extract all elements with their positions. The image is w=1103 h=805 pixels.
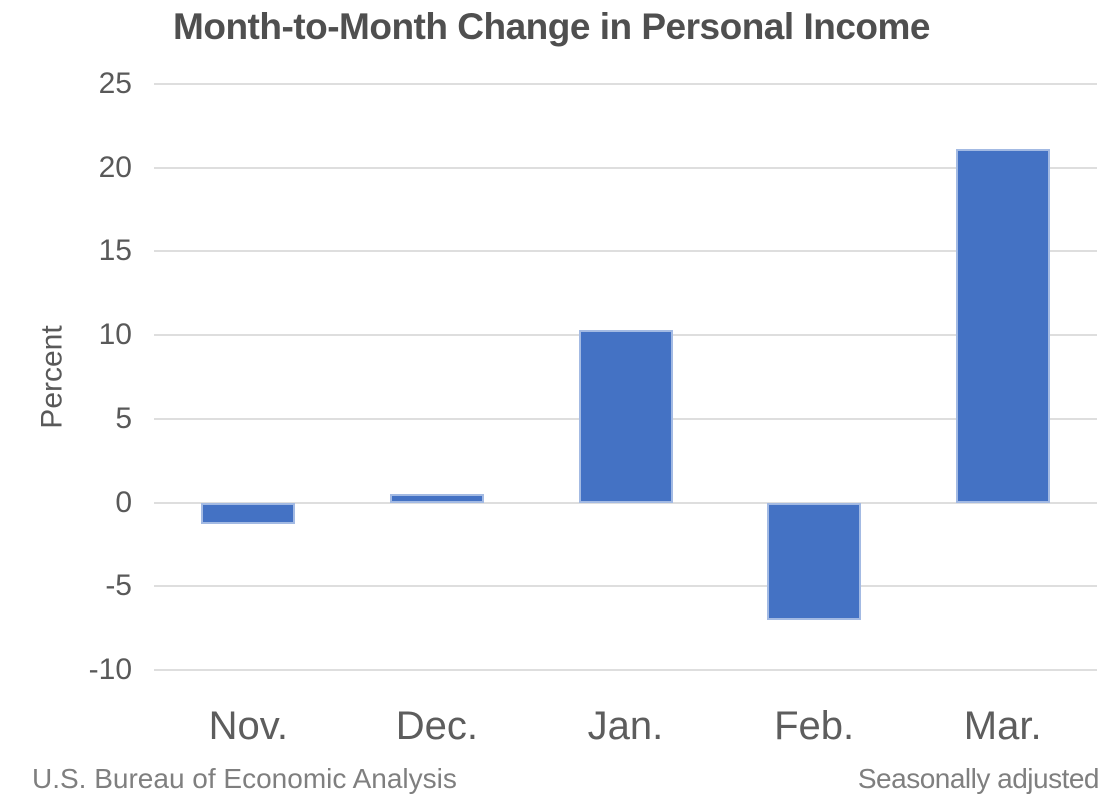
x-axis-label-nov: Nov. <box>208 704 288 748</box>
bar-feb <box>767 502 862 620</box>
y-tick-label--10: -10 <box>88 653 132 686</box>
gridline-15 <box>154 250 1097 253</box>
x-axis-label-mar: Mar. <box>963 704 1042 748</box>
x-axis-label-dec: Dec. <box>395 704 479 748</box>
adjustment-note: Seasonally adjusted <box>857 763 1100 794</box>
bar-nov <box>201 502 296 525</box>
gridline--5 <box>154 585 1097 588</box>
y-tick-label-25: 25 <box>98 67 132 100</box>
y-tick-label-5: 5 <box>115 401 132 435</box>
y-tick-label-0: 0 <box>115 485 132 519</box>
y-tick-label-15: 15 <box>98 234 132 268</box>
x-axis-labels: Nov. Dec. Jan. Feb. Mar. <box>154 704 1097 754</box>
bar-mar <box>955 149 1050 503</box>
gridline-25 <box>154 83 1097 85</box>
gridline-0 <box>154 501 1097 504</box>
source-note: U.S. Bureau of Economic Analysis <box>32 763 457 794</box>
gridline--10 <box>154 669 1097 671</box>
chart-title: Month-to-Month Change in Personal Income <box>173 6 930 47</box>
bar-jan <box>578 330 673 503</box>
y-tick-label-20: 20 <box>98 150 132 184</box>
y-tick-label--5: -5 <box>105 569 132 603</box>
gridline-20 <box>154 166 1097 169</box>
x-axis-label-jan: Jan. <box>587 704 664 748</box>
x-axis-label-feb: Feb. <box>774 704 855 748</box>
y-tick-label-10: 10 <box>98 318 132 352</box>
plot-area <box>154 83 1097 671</box>
bar-dec <box>389 494 484 503</box>
